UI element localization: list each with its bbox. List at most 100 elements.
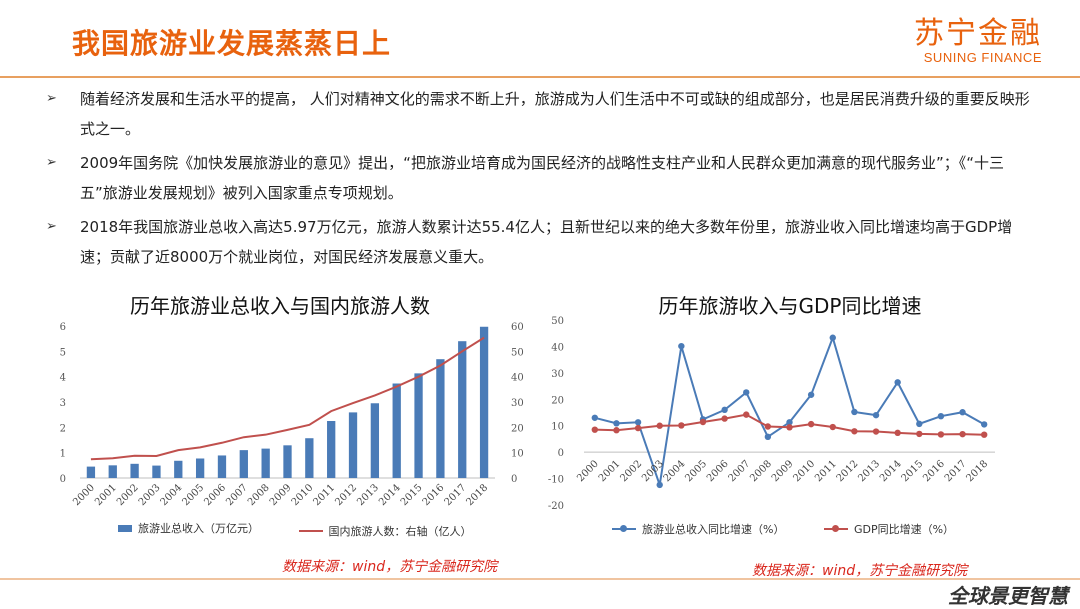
x-tick-label: 2002: [618, 458, 644, 484]
gdp-growth-point: [916, 430, 923, 438]
y-right-tick-label: 50: [511, 347, 524, 358]
tourism-growth-point: [591, 414, 599, 421]
y-tick-label: 40: [551, 342, 564, 353]
tourism-growth-point: [743, 389, 750, 396]
x-tick-label: 2008: [246, 482, 272, 508]
revenue-bar: [130, 463, 139, 478]
y-tick-label: 10: [551, 422, 564, 433]
tourism-growth-point: [937, 413, 945, 420]
revenue-bar: [108, 465, 117, 478]
revenue-bar: [239, 450, 248, 478]
tourism-growth-point: [764, 433, 772, 441]
bullet-list: ➢ 随着经济发展和生活水平的提高， 人们对精神文化的需求不断上升，旅游成为人们生…: [40, 84, 1030, 276]
x-tick-label: 2017: [943, 458, 969, 484]
x-tick-label: 2015: [900, 458, 926, 484]
bullet-text: 2018年我国旅游业总收入高达5.97万亿元，旅游人数累计达55.4亿人；且新世…: [80, 218, 1013, 266]
x-tick-label: 2016: [421, 482, 447, 508]
y-tick-label: 0: [558, 448, 564, 459]
bullet-item: ➢ 随着经济发展和生活水平的提高， 人们对精神文化的需求不断上升，旅游成为人们生…: [40, 84, 1030, 144]
y-right-tick-label: 0: [511, 474, 517, 485]
y-left-tick-label: 3: [60, 398, 66, 409]
x-tick-label: 2006: [202, 482, 228, 508]
y-left-tick-label: 4: [60, 373, 66, 384]
bullet-text: 2009年国务院《加快发展旅游业的意见》提出，“把旅游业培育成为国民经济的战略性…: [80, 154, 1004, 202]
y-tick-label: -10: [548, 475, 564, 486]
gdp-growth-point: [894, 429, 901, 437]
revenue-bar: [174, 460, 183, 478]
legend-line-swatch: [612, 525, 636, 532]
x-tick-label: 2004: [159, 482, 185, 508]
revenue-bar: [436, 359, 445, 478]
legend-item-tourism-growth: 旅游业总收入同比增速（%）: [612, 521, 784, 537]
y-right-tick-label: 10: [511, 449, 524, 460]
y-left-tick-label: 0: [60, 474, 66, 485]
tourism-growth-point: [894, 379, 901, 386]
legend-line-swatch: [823, 525, 848, 532]
gdp-growth-point: [678, 422, 685, 429]
x-tick-label: 2013: [355, 482, 381, 508]
tourism-growth-point: [613, 420, 620, 427]
gdp-growth-point: [980, 431, 988, 438]
x-tick-label: 2000: [575, 458, 601, 484]
page-title: 我国旅游业发展蒸蒸日上: [72, 27, 392, 60]
x-tick-label: 2009: [268, 482, 294, 508]
revenue-bar: [152, 465, 161, 478]
x-tick-label: 2011: [312, 482, 338, 508]
brand-logo: 苏宁金融 SUNING FINANCE: [914, 18, 1042, 66]
x-tick-label: 2005: [180, 482, 206, 508]
revenue-bar: [414, 373, 423, 478]
tourism-growth-point: [721, 406, 728, 414]
tourism-growth-point: [916, 420, 923, 428]
x-tick-label: 2004: [662, 458, 688, 484]
bullet-item: ➢ 2009年国务院《加快发展旅游业的意见》提出，“把旅游业培育成为国民经济的战…: [40, 148, 1030, 208]
bullet-text: 随着经济发展和生活水平的提高， 人们对精神文化的需求不断上升，旅游成为人们生活中…: [80, 90, 1030, 138]
legend-bar-swatch: [118, 524, 132, 532]
y-right-tick-label: 30: [511, 398, 524, 409]
tourism-growth-point: [656, 481, 663, 489]
tourism-growth-point: [786, 419, 793, 426]
y-left-tick-label: 2: [60, 423, 66, 434]
x-tick-label: 2011: [813, 458, 839, 484]
y-tick-label: 20: [551, 395, 564, 406]
gdp-growth-point: [656, 422, 663, 429]
revenue-bar: [479, 326, 489, 478]
y-right-tick-label: 20: [511, 423, 524, 434]
chart1-revenue-visitors: 0123456010203040506020002001200220032004…: [60, 322, 524, 508]
chart2-growth-rates: -20-100102030405020002001200220032004200…: [548, 316, 995, 512]
y-right-tick-label: 40: [511, 373, 524, 384]
x-tick-label: 2016: [921, 458, 947, 484]
gdp-growth-point: [613, 427, 620, 434]
logo-en-text: SUNING FINANCE: [923, 50, 1042, 65]
legend-item-revenue: 旅游业总收入（万亿元）: [118, 520, 259, 536]
y-left-tick-label: 1: [60, 449, 66, 460]
revenue-bar: [458, 341, 467, 478]
chart1-source: 数据来源：wind，苏宁金融研究院: [282, 559, 498, 575]
legend-line-swatch: [298, 529, 323, 532]
x-tick-label: 2012: [835, 458, 861, 484]
chart2-source: 数据来源：wind，苏宁金融研究院: [752, 563, 968, 579]
tourism-growth-point: [980, 421, 988, 428]
gdp-growth-point: [634, 424, 642, 432]
tourism-growth-point: [959, 409, 966, 416]
chart1-title: 历年旅游业总收入与国内旅游人数: [130, 294, 430, 318]
x-tick-label: 2010: [791, 458, 817, 484]
legend-item-gdp-growth: GDP同比增速（%）: [823, 521, 954, 537]
y-tick-label: -20: [548, 501, 564, 512]
y-right-tick-label: 60: [511, 322, 524, 333]
x-tick-label: 2015: [399, 482, 425, 508]
watermark-text: 全球景更智慧: [948, 584, 1068, 608]
gdp-growth-point: [937, 431, 945, 438]
gdp-growth-point: [786, 424, 793, 431]
revenue-bar: [86, 466, 96, 478]
gdp-growth-point: [699, 418, 707, 426]
revenue-bar: [261, 448, 270, 478]
tourism-growth-point: [851, 408, 858, 416]
x-tick-label: 2001: [93, 482, 119, 508]
tourism-growth-point: [634, 419, 642, 426]
tourism-growth-point: [829, 334, 836, 341]
x-tick-label: 2009: [770, 458, 796, 484]
x-tick-label: 2000: [71, 482, 97, 508]
arrow-bullet-icon: ➢: [46, 91, 57, 106]
x-tick-label: 2013: [856, 458, 882, 484]
gdp-growth-point: [721, 415, 728, 422]
